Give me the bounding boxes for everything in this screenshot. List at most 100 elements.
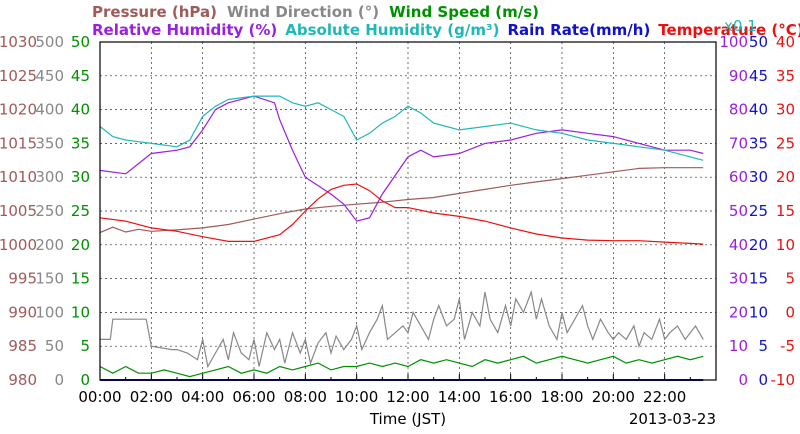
- tick-rain-rate: 0: [758, 371, 768, 389]
- tick-wind-direction: 500: [35, 33, 64, 51]
- tick-x: 04:00: [181, 388, 224, 406]
- tick-temperature: 5: [785, 270, 795, 288]
- tick-rain-rate: 15: [749, 270, 768, 288]
- series-layer: [99, 95, 704, 381]
- tick-wind-direction: 150: [35, 270, 64, 288]
- tick-relative-humidity: 40: [729, 236, 748, 254]
- legend-item: Temperature (°C): [658, 21, 800, 39]
- tick-pressure: 1000: [0, 236, 37, 254]
- tick-wind-speed: 50: [71, 33, 90, 51]
- tick-x: 16:00: [489, 388, 532, 406]
- tick-relative-humidity: 20: [729, 303, 748, 321]
- tick-relative-humidity: 50: [729, 202, 748, 220]
- legend-item: Wind Direction (°): [227, 3, 379, 21]
- tick-x: 02:00: [130, 388, 173, 406]
- tick-rain-rate: 35: [749, 134, 768, 152]
- legend-line-2: Relative Humidity (%) Absolute Humidity (…: [92, 21, 800, 39]
- tick-wind-speed: 20: [71, 236, 90, 254]
- legend-item: Wind Speed (m/s): [389, 3, 539, 21]
- series-wind-speed: [99, 355, 704, 378]
- tick-x: 18:00: [540, 388, 583, 406]
- tick-relative-humidity: 100: [719, 33, 748, 51]
- tick-rain-rate: 25: [749, 202, 768, 220]
- tick-wind-direction: 200: [35, 236, 64, 254]
- tick-x: 20:00: [592, 388, 635, 406]
- tick-wind-direction: 100: [35, 303, 64, 321]
- tick-wind-direction: 0: [54, 371, 64, 389]
- tick-pressure: 1005: [0, 202, 37, 220]
- abs-humidity-scale-note: x0.1: [724, 17, 757, 35]
- tick-pressure: 1025: [0, 67, 37, 85]
- tick-pressure: 985: [8, 337, 37, 355]
- tick-relative-humidity: 70: [729, 134, 748, 152]
- tick-wind-speed: 10: [71, 303, 90, 321]
- series-wind-direction: [100, 289, 704, 369]
- tick-rain-rate: 50: [749, 33, 768, 51]
- axis-ticks: 1030102510201015101010051000995990985980…: [0, 33, 795, 406]
- tick-pressure: 1030: [0, 33, 37, 51]
- tick-wind-speed: 40: [71, 101, 90, 119]
- tick-temperature: 25: [776, 134, 795, 152]
- tick-rain-rate: 20: [749, 236, 768, 254]
- tick-wind-speed: 35: [71, 134, 90, 152]
- tick-wind-speed: 5: [80, 337, 90, 355]
- tick-wind-direction: 300: [35, 168, 64, 186]
- tick-pressure: 1010: [0, 168, 37, 186]
- date-label: 2013-03-23: [629, 410, 716, 428]
- tick-x: 14:00: [438, 388, 481, 406]
- tick-rain-rate: 45: [749, 67, 768, 85]
- grid: [100, 42, 716, 380]
- tick-temperature: 15: [776, 202, 795, 220]
- tick-x: 08:00: [284, 388, 327, 406]
- tick-temperature: -10: [771, 371, 796, 389]
- tick-pressure: 1015: [0, 134, 37, 152]
- tick-rain-rate: 5: [758, 337, 768, 355]
- series-relative-humidity: [99, 95, 704, 222]
- tick-temperature: -5: [780, 337, 795, 355]
- tick-x: 06:00: [232, 388, 275, 406]
- tick-wind-speed: 25: [71, 202, 90, 220]
- tick-relative-humidity: 60: [729, 168, 748, 186]
- tick-x: 10:00: [335, 388, 378, 406]
- tick-wind-speed: 30: [71, 168, 90, 186]
- legend-line-1: Pressure (hPa) Wind Direction (°) Wind Spe…: [92, 3, 539, 21]
- series-pressure: [99, 167, 704, 234]
- tick-wind-direction: 250: [35, 202, 64, 220]
- tick-wind-direction: 350: [35, 134, 64, 152]
- tick-rain-rate: 10: [749, 303, 768, 321]
- legend: Pressure (hPa) Wind Direction (°) Wind Spe…: [92, 3, 800, 39]
- tick-wind-speed: 45: [71, 67, 90, 85]
- legend-item: Pressure (hPa): [92, 3, 217, 21]
- tick-temperature: 30: [776, 101, 795, 119]
- legend-item: Absolute Humidity (g/m³): [285, 21, 499, 39]
- legend-item: Relative Humidity (%): [92, 21, 277, 39]
- tick-temperature: 35: [776, 67, 795, 85]
- series-absolute-humidity: [99, 95, 704, 161]
- x-axis-label: Time (JST): [369, 410, 446, 428]
- tick-temperature: 10: [776, 236, 795, 254]
- tick-x: 22:00: [643, 388, 686, 406]
- series-temperature: [99, 183, 704, 245]
- tick-relative-humidity: 90: [729, 67, 748, 85]
- tick-pressure: 1020: [0, 101, 37, 119]
- tick-relative-humidity: 80: [729, 101, 748, 119]
- tick-wind-direction: 50: [45, 337, 64, 355]
- tick-x: 00:00: [78, 388, 121, 406]
- tick-pressure: 990: [8, 303, 37, 321]
- tick-temperature: 0: [785, 303, 795, 321]
- tick-rain-rate: 40: [749, 101, 768, 119]
- tick-wind-speed: 15: [71, 270, 90, 288]
- tick-rain-rate: 30: [749, 168, 768, 186]
- tick-relative-humidity: 0: [738, 371, 748, 389]
- tick-pressure: 995: [8, 270, 37, 288]
- tick-x: 12:00: [386, 388, 429, 406]
- tick-wind-direction: 400: [35, 101, 64, 119]
- tick-temperature: 40: [776, 33, 795, 51]
- tick-wind-speed: 0: [80, 371, 90, 389]
- tick-pressure: 980: [8, 371, 37, 389]
- tick-temperature: 20: [776, 168, 795, 186]
- legend-item: Rain Rate(mm/h): [507, 21, 650, 39]
- tick-wind-direction: 450: [35, 67, 64, 85]
- tick-relative-humidity: 10: [729, 337, 748, 355]
